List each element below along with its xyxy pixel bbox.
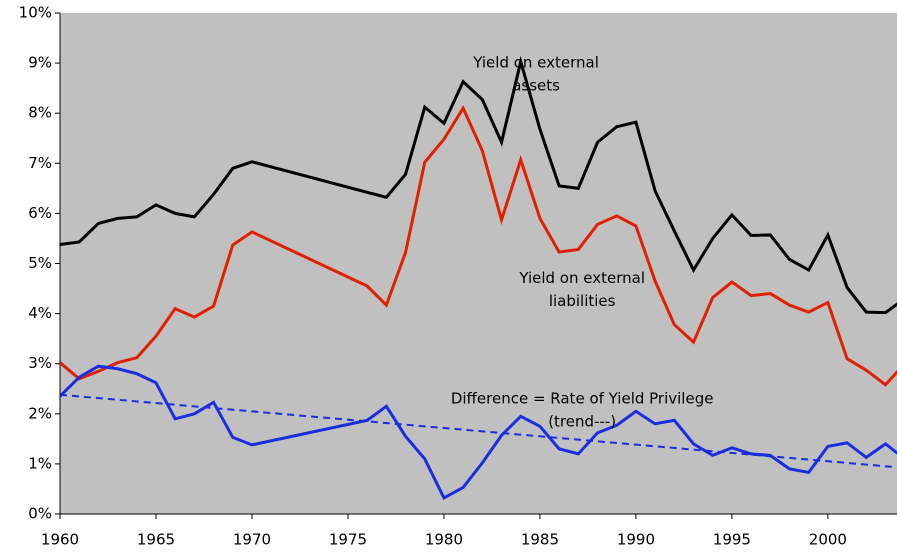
y-tick-label: 4% <box>28 304 52 322</box>
x-tick-label: 1985 <box>521 531 559 549</box>
annotation: (trend---) <box>548 412 616 430</box>
x-tick-label: 1995 <box>713 531 751 549</box>
x-tick-label: 1970 <box>233 531 271 549</box>
x-tick-label: 1960 <box>41 531 79 549</box>
y-tick-label: 3% <box>28 354 52 372</box>
lines <box>60 55 897 501</box>
y-tick-label: 6% <box>28 204 52 222</box>
annotation: liabilities <box>549 292 616 310</box>
x-tick-label: 1975 <box>329 531 367 549</box>
y-tick-label: 7% <box>28 154 52 172</box>
annotation: assets <box>512 77 560 95</box>
annotation: Difference = Rate of Yield Privilege <box>451 389 714 407</box>
y-tick-label: 9% <box>28 54 52 72</box>
x-tick-label: 1980 <box>425 531 463 549</box>
y-tick-label: 0% <box>28 505 52 523</box>
x-tick-label: 2000 <box>809 531 847 549</box>
x-tick-label: 1965 <box>137 531 175 549</box>
series-line <box>60 55 897 315</box>
series-line <box>60 105 897 387</box>
y-tick-label: 10% <box>19 4 52 22</box>
series-line <box>60 393 897 469</box>
plot-background <box>60 13 897 514</box>
x-tick-label: 1990 <box>617 531 655 549</box>
y-tick-label: 1% <box>28 454 52 472</box>
y-tick-label: 5% <box>28 254 52 272</box>
y-tick-label: 8% <box>28 104 52 122</box>
series-line <box>60 364 897 501</box>
y-tick-label: 2% <box>28 404 52 422</box>
annotation: Yield on external <box>472 54 599 72</box>
annotation: Yield on external <box>518 269 645 287</box>
